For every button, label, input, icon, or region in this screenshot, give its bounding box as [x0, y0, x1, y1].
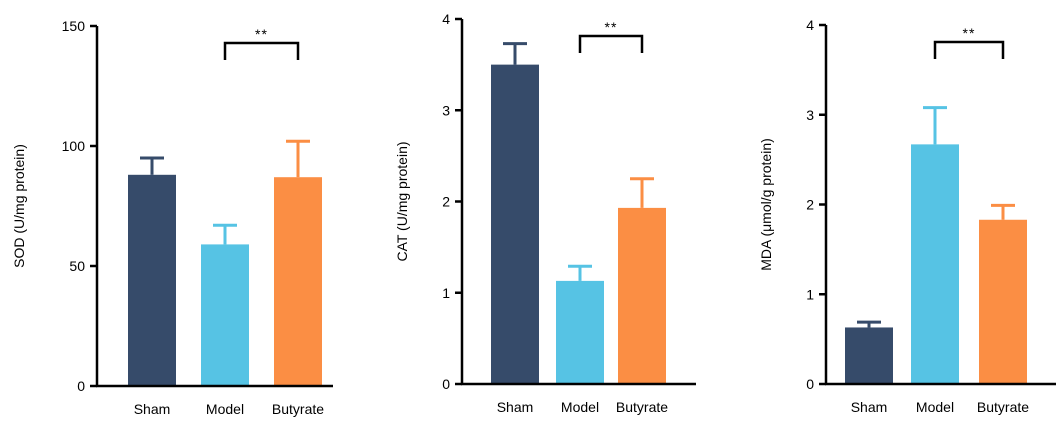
significance-bracket: [933, 40, 1005, 59]
x-tick-label: Sham: [497, 399, 534, 415]
y-tick-label: 0: [77, 378, 85, 394]
chart-1: Sham Model Butyrate 0 50 100 150 SOD (U/mg prot…: [11, 18, 333, 417]
y-tick-label: 50: [69, 258, 85, 274]
x-tick-label: Butyrate: [977, 399, 1029, 415]
y-tick-label: 100: [62, 138, 86, 154]
y-tick-label: 3: [806, 107, 814, 123]
y-tick-label: 0: [806, 376, 814, 392]
x-tick-label: Model: [561, 399, 599, 415]
y-axis-label: CAT (U/mg protein): [394, 141, 410, 261]
bar-sham: [128, 174, 176, 386]
x-tick-label: Sham: [851, 399, 888, 415]
x-tick-label: Model: [916, 399, 954, 415]
x-tick-label: Model: [206, 401, 244, 417]
bar-butyrate: [979, 219, 1027, 384]
significance-label: **: [605, 19, 618, 35]
chart-3: Sham Model Butyrate 0 1 2 3 4 MDA (μmol/g protei…: [758, 17, 1056, 415]
x-tick-label: Sham: [134, 401, 171, 417]
significance-label: **: [255, 26, 268, 42]
y-axis-label: MDA (μmol/g protein): [758, 138, 774, 271]
y-axis-label: SOD (U/mg protein): [11, 144, 27, 268]
y-tick-label: 0: [442, 376, 450, 392]
chart-2: Sham Model Butyrate 0 1 2 3 4 CAT (U/mg protein)…: [394, 11, 696, 415]
y-tick-label: 4: [442, 11, 450, 27]
bar-model: [556, 280, 604, 384]
y-tick-label: 1: [806, 286, 814, 302]
bar-model: [911, 144, 959, 384]
bar-sham: [845, 327, 893, 384]
significance-bracket: [223, 41, 300, 60]
x-tick-label: Butyrate: [272, 401, 324, 417]
y-tick-label: 4: [806, 17, 814, 33]
bar-model: [201, 244, 249, 386]
significance-label: **: [963, 25, 976, 41]
bar-butyrate: [274, 177, 322, 386]
y-tick-label: 2: [442, 194, 450, 210]
x-tick-label: Butyrate: [616, 399, 668, 415]
bar-sham: [491, 64, 539, 384]
bar-butyrate: [618, 207, 666, 384]
y-tick-label: 2: [806, 197, 814, 213]
y-tick-label: 1: [442, 285, 450, 301]
y-tick-label: 3: [442, 102, 450, 118]
y-tick-label: 150: [62, 18, 86, 34]
significance-bracket: [578, 34, 644, 53]
